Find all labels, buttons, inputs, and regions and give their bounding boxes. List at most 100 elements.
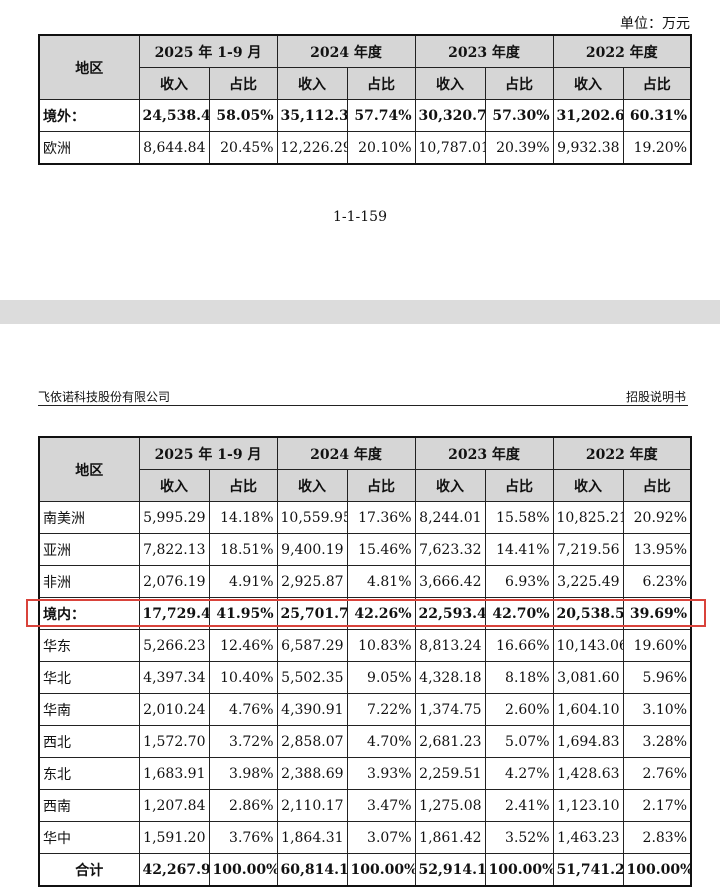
share-cell: 8.18% xyxy=(484,661,554,694)
revenue-header: 收入 xyxy=(552,67,624,100)
table-row: 东北 1,683.91 3.98% 2,388.69 3.93% 2,259.51 4.27… xyxy=(38,757,692,790)
revenue-cell: 6,587.29 xyxy=(276,629,348,662)
share-cell: 18.51% xyxy=(208,533,278,566)
share-cell: 3.76% xyxy=(208,821,278,854)
share-cell: 3.98% xyxy=(208,757,278,790)
share-cell: 3.93% xyxy=(346,757,416,790)
share-header: 占比 xyxy=(346,67,416,100)
share-cell: 41.95% xyxy=(208,597,278,630)
share-cell: 14.18% xyxy=(208,501,278,534)
share-cell: 4.27% xyxy=(484,757,554,790)
share-cell: 58.05% xyxy=(208,99,278,132)
share-cell: 3.72% xyxy=(208,725,278,758)
revenue-cell: 5,266.23 xyxy=(138,629,210,662)
total-label: 合计 xyxy=(38,853,140,887)
region-name: 欧洲 xyxy=(38,131,140,165)
share-header: 占比 xyxy=(346,469,416,502)
share-cell: 3.52% xyxy=(484,821,554,854)
revenue-cell: 8,644.84 xyxy=(138,131,210,165)
period-header: 2023 年度 xyxy=(414,436,554,470)
revenue-cell: 3,225.49 xyxy=(552,565,624,598)
revenue-cell: 1,123.10 xyxy=(552,789,624,822)
revenue-cell: 10,787.01 xyxy=(414,131,486,165)
share-header: 占比 xyxy=(208,67,278,100)
share-cell: 100.00% xyxy=(622,853,692,887)
revenue-cell: 1,207.84 xyxy=(138,789,210,822)
revenue-cell: 2,259.51 xyxy=(414,757,486,790)
table-row: 华北 4,397.34 10.40% 5,502.35 9.05% 4,328.18 8.1… xyxy=(38,661,692,694)
region-name: 西南 xyxy=(38,789,140,822)
revenue-cell: 8,244.01 xyxy=(414,501,486,534)
share-cell: 2.41% xyxy=(484,789,554,822)
share-cell: 2.86% xyxy=(208,789,278,822)
revenue-cell: 31,202.63 xyxy=(552,99,624,132)
revenue-header: 收入 xyxy=(414,67,486,100)
region-name: 东北 xyxy=(38,757,140,790)
revenue-cell: 60,814.10 xyxy=(276,853,348,887)
table-row: 西北 1,572.70 3.72% 2,858.07 4.70% 2,681.23 5.07… xyxy=(38,725,692,758)
share-cell: 100.00% xyxy=(208,853,278,887)
revenue-cell: 25,701.79 xyxy=(276,597,348,630)
share-cell: 20.92% xyxy=(622,501,692,534)
header-rule xyxy=(38,405,688,406)
share-cell: 42.26% xyxy=(346,597,416,630)
revenue-cell: 1,694.83 xyxy=(552,725,624,758)
region-name: 华北 xyxy=(38,661,140,694)
share-cell: 4.91% xyxy=(208,565,278,598)
share-header: 占比 xyxy=(622,469,692,502)
region-name: 境外： xyxy=(38,99,140,132)
table-row: 亚洲 7,822.13 18.51% 9,400.19 15.46% 7,623.32 14… xyxy=(38,533,692,566)
share-cell: 10.83% xyxy=(346,629,416,662)
share-cell: 19.60% xyxy=(622,629,692,662)
revenue-cell: 5,995.29 xyxy=(138,501,210,534)
revenue-cell: 9,400.19 xyxy=(276,533,348,566)
revenue-cell: 1,428.63 xyxy=(552,757,624,790)
revenue-cell: 1,572.70 xyxy=(138,725,210,758)
revenue-cell: 24,538.45 xyxy=(138,99,210,132)
revenue-cell: 10,825.21 xyxy=(552,501,624,534)
revenue-header: 收入 xyxy=(552,469,624,502)
company-name: 飞依诺科技股份有限公司 xyxy=(38,390,171,404)
revenue-cell: 2,858.07 xyxy=(276,725,348,758)
revenue-cell: 5,502.35 xyxy=(276,661,348,694)
share-cell: 15.46% xyxy=(346,533,416,566)
table-row: 欧洲 8,644.84 20.45% 12,226.29 20.10% 10,787.01… xyxy=(38,131,692,165)
share-header: 占比 xyxy=(484,469,554,502)
revenue-header: 收入 xyxy=(138,469,210,502)
revenue-cell: 1,591.20 xyxy=(138,821,210,854)
revenue-cell: 51,741.20 xyxy=(552,853,624,887)
share-cell: 7.22% xyxy=(346,693,416,726)
revenue-cell: 1,604.10 xyxy=(552,693,624,726)
revenue-cell: 1,374.75 xyxy=(414,693,486,726)
revenue-table-bottom: 地区 2025 年 1-9 月 2024 年度 2023 年度 2022 年度 … xyxy=(38,436,693,887)
share-cell: 2.83% xyxy=(622,821,692,854)
revenue-cell: 3,081.60 xyxy=(552,661,624,694)
revenue-cell: 35,112.31 xyxy=(276,99,348,132)
share-cell: 2.17% xyxy=(622,789,692,822)
region-header: 地区 xyxy=(38,34,140,100)
region-name: 南美洲 xyxy=(38,501,140,534)
share-cell: 6.23% xyxy=(622,565,692,598)
share-cell: 4.76% xyxy=(208,693,278,726)
share-cell: 20.10% xyxy=(346,131,416,165)
revenue-cell: 22,593.41 xyxy=(414,597,486,630)
table-row: 南美洲 5,995.29 14.18% 10,559.95 17.36% 8,244.01… xyxy=(38,501,692,534)
document-type: 招股说明书 xyxy=(625,390,686,404)
share-cell: 9.05% xyxy=(346,661,416,694)
revenue-cell: 1,463.23 xyxy=(552,821,624,854)
period-header: 2025 年 1-9 月 xyxy=(138,436,278,470)
table-row: 华中 1,591.20 3.76% 1,864.31 3.07% 1,861.42 3.52… xyxy=(38,821,692,854)
revenue-cell: 20,538.56 xyxy=(552,597,624,630)
period-header: 2022 年度 xyxy=(552,436,692,470)
table-row: 华南 2,010.24 4.76% 4,390.91 7.22% 1,374.75 2.60… xyxy=(38,693,692,726)
share-cell: 57.74% xyxy=(346,99,416,132)
revenue-cell: 3,666.42 xyxy=(414,565,486,598)
revenue-cell: 2,681.23 xyxy=(414,725,486,758)
table-row: 合计42,267.91100.00%60,814.10100.00%52,914… xyxy=(38,853,692,887)
table-row: 非洲 2,076.19 4.91% 2,925.87 4.81% 3,666.42 6.93… xyxy=(38,565,692,598)
region-name: 非洲 xyxy=(38,565,140,598)
revenue-cell: 1,275.08 xyxy=(414,789,486,822)
period-header: 2023 年度 xyxy=(414,34,554,68)
share-cell: 60.31% xyxy=(622,99,692,132)
share-cell: 20.39% xyxy=(484,131,554,165)
